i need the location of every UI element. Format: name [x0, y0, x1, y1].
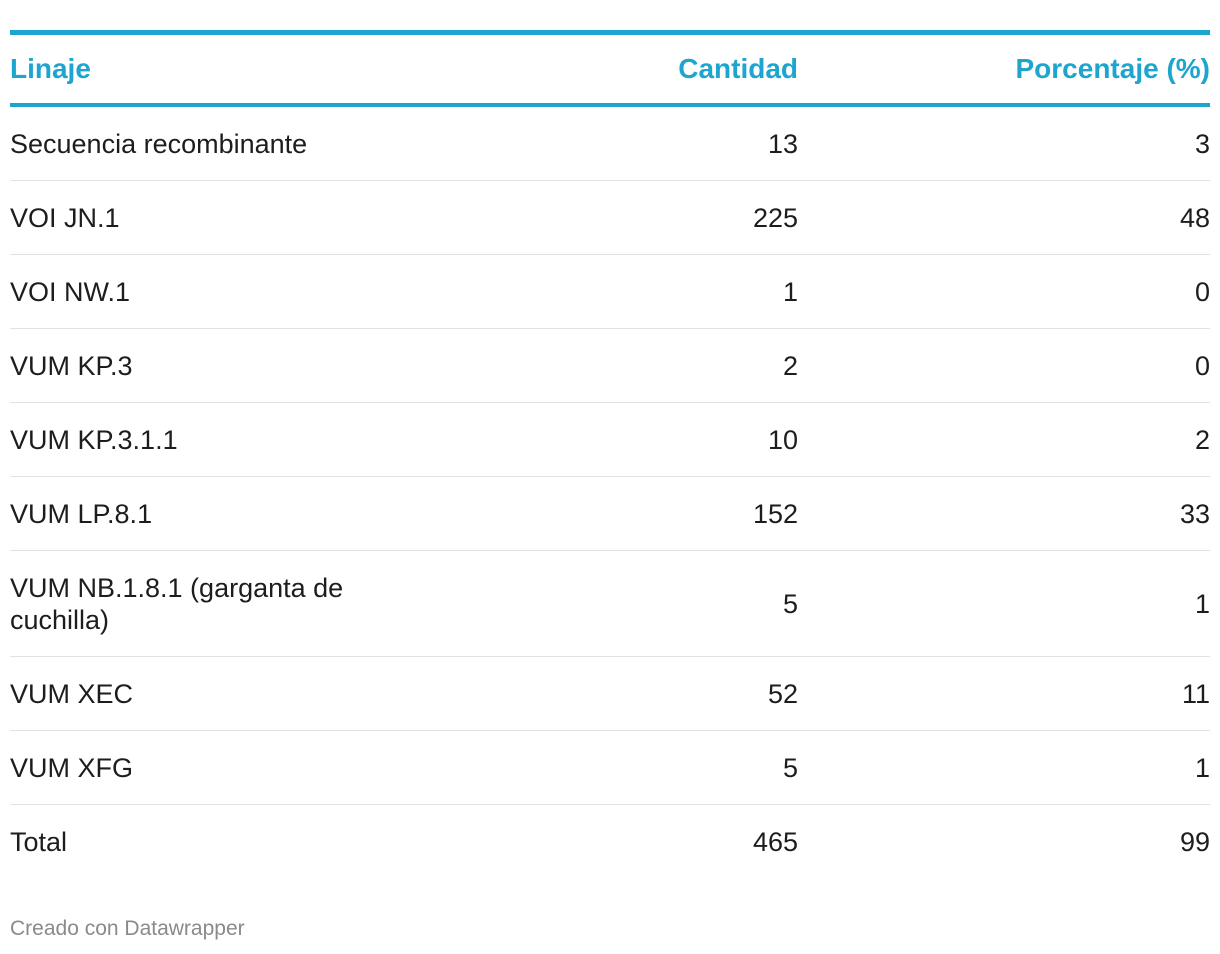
- cell-linaje: Total: [10, 826, 68, 857]
- cell-linaje: VUM XEC: [10, 656, 410, 731]
- cell-porcentaje: 48: [798, 180, 1210, 255]
- cell-porcentaje: 2: [798, 402, 1210, 477]
- cell-linaje: VOI NW.1: [10, 254, 410, 329]
- header-row: Linaje Cantidad Porcentaje (%): [10, 35, 1210, 107]
- cell-cantidad: 2: [410, 328, 798, 403]
- cell-cantidad: 5: [410, 730, 798, 805]
- cell-cantidad: 5: [410, 550, 798, 657]
- table-row: VUM XEC 52 11: [10, 656, 1210, 731]
- cell-porcentaje: 33: [798, 476, 1210, 551]
- table-row: VUM KP.3.1.1 10 2: [10, 402, 1210, 477]
- cell-porcentaje: 1: [798, 730, 1210, 805]
- header-linaje[interactable]: Linaje: [10, 35, 410, 107]
- table-top-rule: [10, 30, 1210, 35]
- header-porcentaje[interactable]: Porcentaje (%): [798, 35, 1210, 107]
- header-cantidad[interactable]: Cantidad: [410, 35, 798, 107]
- cell-porcentaje: 1: [798, 550, 1210, 657]
- cell-cantidad: 225: [410, 180, 798, 255]
- table-row: VUM LP.8.1 152 33: [10, 476, 1210, 551]
- cell-cantidad: 1: [410, 254, 798, 329]
- table-row: VUM XFG 5 1: [10, 730, 1210, 805]
- cell-porcentaje: 11: [798, 656, 1210, 731]
- cell-linaje: VUM KP.3: [10, 328, 410, 403]
- cell-cantidad: 465: [752, 826, 798, 857]
- table-row: VUM NB.1.8.1 (garganta de cuchilla) 5 1: [10, 550, 1210, 657]
- cell-cantidad: 10: [410, 402, 798, 477]
- cell-linaje: VUM XFG: [10, 730, 410, 805]
- table-row: VOI NW.1 1 0: [10, 254, 1210, 329]
- table-row: Secuencia recombinante 13 3: [10, 105, 1210, 181]
- cell-linaje: VUM KP.3.1.1: [10, 402, 410, 477]
- footer-credit[interactable]: Creado con Datawrapper: [10, 917, 245, 940]
- cell-linaje: VUM LP.8.1: [10, 476, 410, 551]
- cell-cantidad: 152: [410, 476, 798, 551]
- cell-porcentaje: 3: [798, 105, 1210, 181]
- cell-porcentaje: 99: [1179, 826, 1210, 857]
- cell-cantidad: 52: [410, 656, 798, 731]
- table-body: Secuencia recombinante 13 3 VOI JN.1 225…: [10, 105, 1210, 878]
- data-table-container: Linaje Cantidad Porcentaje (%) Secuencia…: [10, 30, 1210, 878]
- table-row: VUM KP.3 2 0: [10, 328, 1210, 403]
- table-header: Linaje Cantidad Porcentaje (%): [10, 35, 1210, 107]
- cell-linaje: VUM NB.1.8.1 (garganta de cuchilla): [10, 550, 410, 657]
- table-row: VOI JN.1 225 48: [10, 180, 1210, 255]
- lineage-table: Linaje Cantidad Porcentaje (%) Secuencia…: [10, 35, 1210, 878]
- table-row-total: Total 465 99: [10, 805, 1210, 879]
- cell-linaje: Secuencia recombinante: [10, 105, 410, 181]
- cell-porcentaje: 0: [798, 328, 1210, 403]
- cell-cantidad: 13: [410, 105, 798, 181]
- cell-porcentaje: 0: [798, 254, 1210, 329]
- cell-linaje: VOI JN.1: [10, 180, 410, 255]
